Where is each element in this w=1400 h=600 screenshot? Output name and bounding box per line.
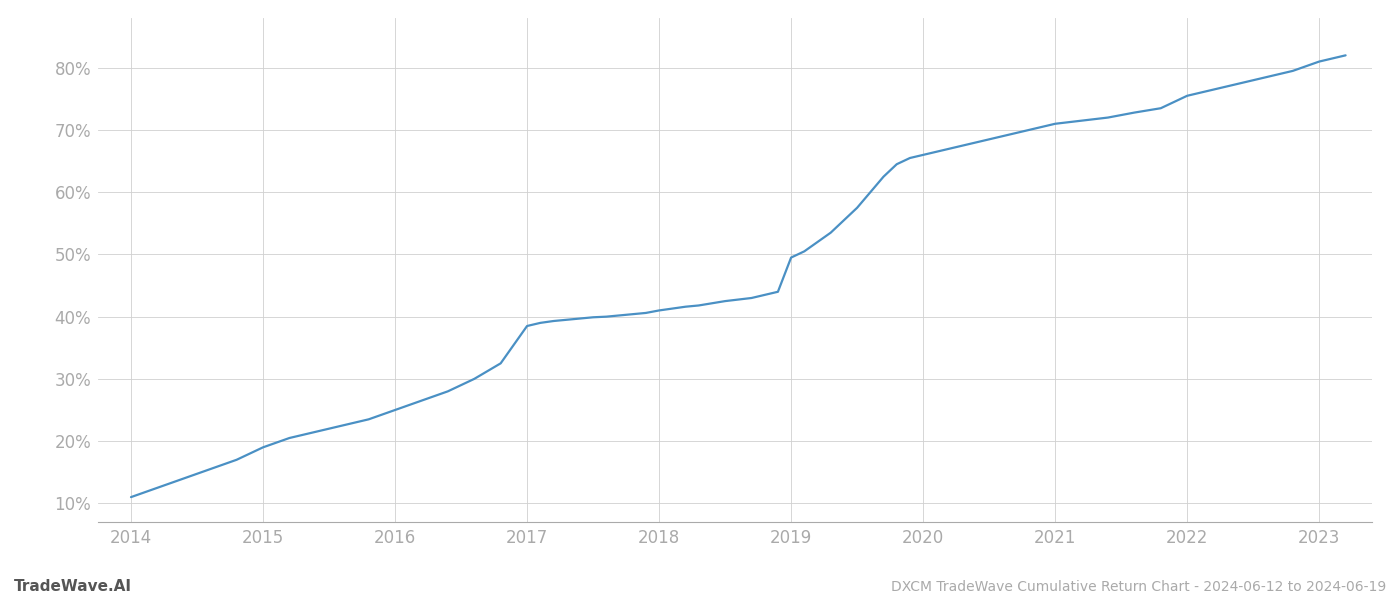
Text: DXCM TradeWave Cumulative Return Chart - 2024-06-12 to 2024-06-19: DXCM TradeWave Cumulative Return Chart -… bbox=[890, 580, 1386, 594]
Text: TradeWave.AI: TradeWave.AI bbox=[14, 579, 132, 594]
